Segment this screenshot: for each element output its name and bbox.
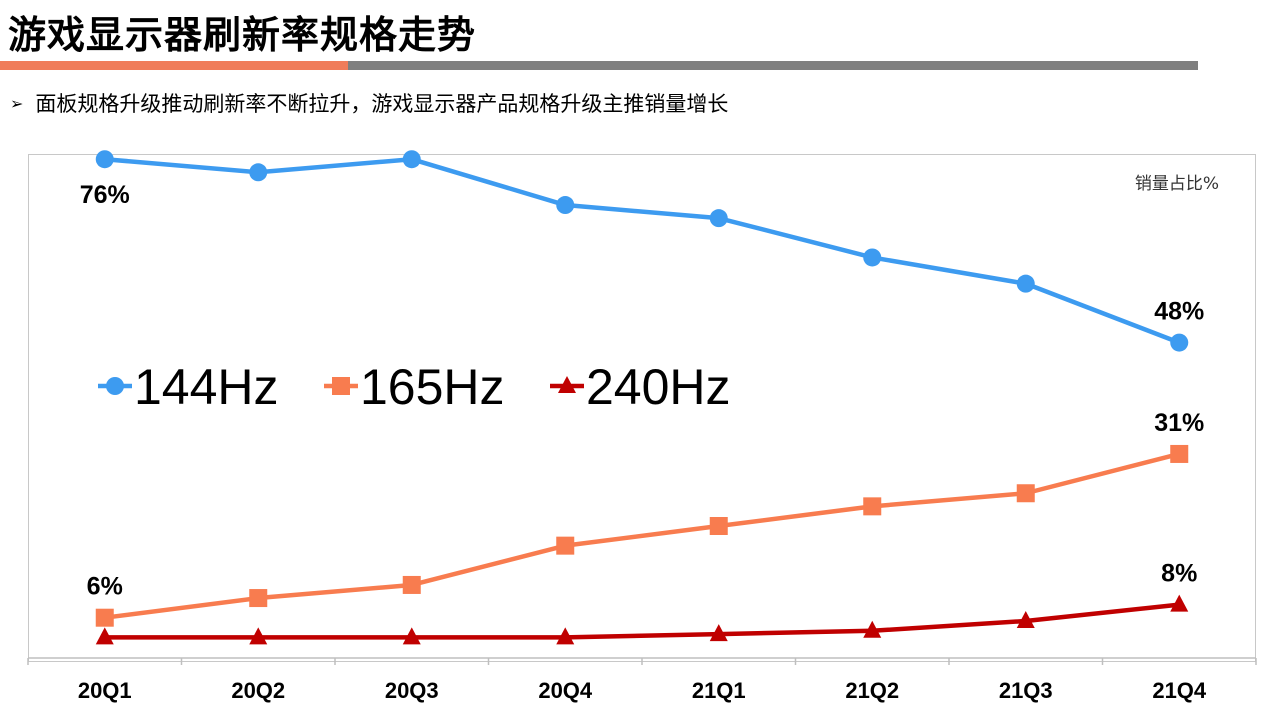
x-tick-label-21Q3: 21Q3	[999, 678, 1053, 703]
data-point-240Hz-20Q4	[556, 627, 575, 645]
data-point-240Hz-20Q3	[402, 627, 421, 645]
data-point-144Hz-21Q2	[863, 248, 882, 267]
data-label-165Hz-20Q1: 6%	[87, 573, 123, 601]
unit-label: 销量占比%	[1135, 174, 1219, 194]
legend-label-144Hz: 144Hz	[134, 359, 279, 415]
data-point-240Hz-21Q3	[1016, 610, 1035, 628]
data-label-144Hz-20Q1: 76%	[80, 181, 130, 209]
data-point-165Hz-21Q2	[863, 497, 882, 516]
legend-marker-240Hz	[558, 376, 576, 393]
data-point-165Hz-20Q3	[402, 575, 421, 594]
legend-label-240Hz: 240Hz	[586, 359, 731, 415]
series-line-165Hz	[104, 451, 1180, 620]
data-point-165Hz-20Q2	[249, 589, 268, 608]
data-label-144Hz-21Q4: 48%	[1154, 298, 1204, 326]
title-underline-bar	[348, 61, 1198, 70]
series-line-144Hz	[104, 156, 1181, 345]
data-point-165Hz-21Q3	[1016, 484, 1035, 503]
x-tick-label-21Q1: 21Q1	[692, 678, 746, 703]
data-point-240Hz-21Q4	[1170, 594, 1189, 612]
data-point-144Hz-20Q3	[402, 150, 421, 169]
data-point-165Hz-21Q4	[1170, 444, 1189, 463]
data-point-165Hz-20Q1	[95, 608, 114, 627]
x-tick-label-20Q3: 20Q3	[385, 678, 439, 703]
data-point-144Hz-20Q4	[556, 196, 575, 215]
data-point-240Hz-20Q2	[249, 627, 268, 645]
x-tick-label-21Q2: 21Q2	[845, 678, 899, 703]
x-tick-label-20Q4: 20Q4	[538, 678, 593, 703]
data-point-165Hz-20Q4	[556, 536, 575, 555]
data-point-144Hz-21Q4	[1170, 333, 1189, 352]
data-point-144Hz-21Q1	[709, 209, 728, 228]
subtitle-text: 面板规格升级推动刷新率不断拉升，游戏显示器产品规格升级主推销量增长	[35, 92, 729, 116]
data-point-240Hz-21Q1	[709, 624, 728, 642]
x-tick-label-21Q4: 21Q4	[1152, 678, 1207, 703]
series-line-240Hz	[104, 602, 1180, 640]
subtitle-line: ➢ 面板规格升级推动刷新率不断拉升，游戏显示器产品规格升级主推销量增长	[10, 88, 728, 118]
x-tick-label-20Q2: 20Q2	[231, 678, 285, 703]
data-label-165Hz-21Q4: 31%	[1154, 409, 1204, 437]
data-point-144Hz-20Q2	[249, 163, 268, 182]
data-point-165Hz-21Q1	[709, 517, 728, 535]
data-point-144Hz-20Q1	[95, 150, 114, 169]
legend-marker-144Hz	[106, 377, 124, 395]
title-underline-accent	[0, 61, 348, 70]
data-label-240Hz-21Q4: 8%	[1161, 560, 1197, 588]
legend-label-165Hz: 165Hz	[360, 359, 505, 415]
legend-marker-165Hz	[332, 377, 350, 395]
arrow-bullet-icon: ➢	[10, 93, 24, 113]
data-point-240Hz-20Q1	[95, 627, 114, 645]
data-point-240Hz-21Q2	[863, 620, 882, 638]
data-point-144Hz-21Q3	[1016, 274, 1035, 293]
x-tick-label-20Q1: 20Q1	[78, 678, 132, 703]
page-title: 游戏显示器刷新率规格走势	[8, 13, 477, 57]
